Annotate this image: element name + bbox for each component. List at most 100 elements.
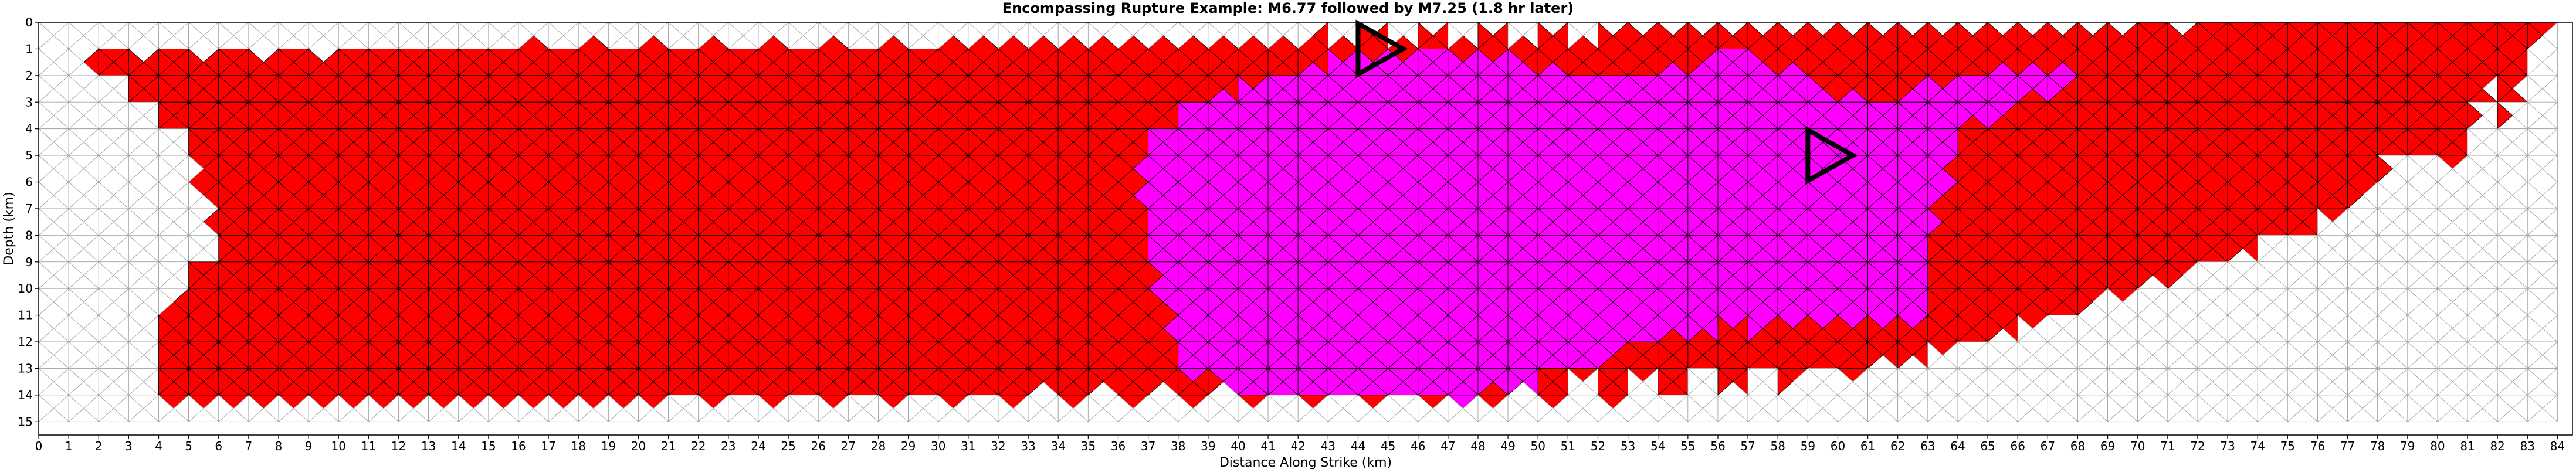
mesh-element — [368, 155, 384, 183]
mesh-element — [518, 368, 534, 396]
mesh-element — [548, 341, 564, 369]
mesh-element — [398, 128, 414, 157]
mesh-element — [578, 155, 594, 183]
mesh-element — [98, 101, 114, 130]
mesh-element — [98, 155, 114, 183]
mesh-element — [578, 128, 594, 157]
mesh-element — [338, 368, 354, 396]
mesh-element — [548, 288, 564, 316]
mesh-element — [488, 394, 504, 423]
mesh-element — [308, 48, 324, 76]
mesh-element — [518, 261, 534, 290]
mesh-element — [158, 368, 174, 396]
mesh-element — [548, 208, 564, 236]
mesh-element — [98, 48, 114, 76]
mesh-element — [158, 394, 174, 423]
mesh-element — [518, 74, 534, 103]
mesh-element — [368, 128, 384, 157]
mesh-element — [278, 181, 294, 209]
mesh-element — [278, 208, 294, 236]
mesh-element — [248, 208, 265, 236]
mesh-element — [248, 128, 265, 157]
mesh-element — [458, 208, 474, 236]
mesh-element — [458, 101, 474, 130]
mesh-element — [158, 155, 174, 183]
mesh-element — [458, 368, 474, 396]
mesh-element — [518, 128, 534, 157]
mesh-element — [98, 235, 114, 263]
mesh-element — [608, 22, 624, 50]
mesh-element — [248, 101, 265, 130]
mesh-element — [248, 368, 265, 396]
mesh-element — [398, 314, 414, 343]
mesh-element — [398, 155, 414, 183]
mesh-element — [578, 48, 594, 76]
mesh-element — [428, 368, 444, 396]
mesh-element — [248, 155, 265, 183]
mesh-element — [218, 22, 234, 50]
mesh-element — [218, 155, 234, 183]
mesh-element — [428, 48, 444, 76]
mesh-element — [158, 208, 174, 236]
mesh-element — [98, 314, 114, 342]
mesh-element — [128, 394, 144, 423]
mesh-element — [308, 101, 324, 130]
mesh-element — [338, 48, 354, 76]
mesh-element — [488, 101, 504, 130]
mesh-element — [308, 22, 324, 50]
mesh-element — [548, 394, 564, 423]
mesh-element — [158, 235, 174, 263]
mesh-element — [188, 235, 204, 263]
mesh-element — [368, 22, 384, 50]
mesh-element — [518, 288, 534, 316]
mesh-element — [128, 128, 144, 156]
mesh-element — [578, 74, 594, 103]
mesh-element — [458, 48, 474, 76]
mesh-element — [398, 74, 414, 103]
mesh-element — [278, 48, 294, 76]
mesh-element — [128, 48, 144, 76]
mesh-element — [218, 314, 234, 343]
mesh-element — [98, 128, 114, 156]
mesh-element — [518, 394, 534, 423]
mesh-element — [98, 74, 114, 103]
mesh-element — [308, 314, 324, 343]
mesh-element — [338, 261, 354, 290]
mesh-element — [218, 235, 234, 263]
mesh-element — [338, 74, 354, 103]
mesh-element — [128, 261, 144, 290]
mesh-element — [278, 235, 294, 263]
mesh-element — [188, 208, 204, 236]
mesh-element — [338, 394, 354, 423]
mesh-element — [578, 394, 594, 423]
mesh-element — [278, 155, 294, 183]
mesh-element — [428, 22, 444, 50]
mesh-element — [518, 208, 534, 236]
mesh-element — [368, 261, 384, 290]
mesh-element — [428, 155, 444, 183]
mesh-element — [68, 341, 84, 369]
mesh-element — [338, 208, 354, 236]
mesh-element — [248, 235, 265, 263]
mesh-element — [458, 155, 474, 183]
mesh-element — [428, 74, 444, 103]
mesh-element — [518, 155, 534, 183]
mesh-element — [458, 235, 474, 263]
mesh-element — [128, 341, 144, 369]
mesh-element — [458, 261, 474, 290]
mesh-element — [518, 22, 534, 50]
mesh-element — [488, 128, 504, 157]
mesh-element — [548, 22, 564, 50]
mesh-element — [158, 181, 174, 209]
mesh-element — [488, 181, 504, 209]
mesh-element — [188, 314, 204, 343]
mesh-element — [308, 394, 324, 423]
mesh-element — [428, 314, 444, 343]
mesh-element — [578, 261, 594, 290]
mesh-element — [128, 235, 144, 263]
mesh-element — [488, 341, 504, 369]
mesh-element — [128, 22, 144, 50]
mesh-element — [578, 22, 594, 50]
mesh-element — [428, 208, 444, 236]
mesh-element — [458, 128, 474, 157]
